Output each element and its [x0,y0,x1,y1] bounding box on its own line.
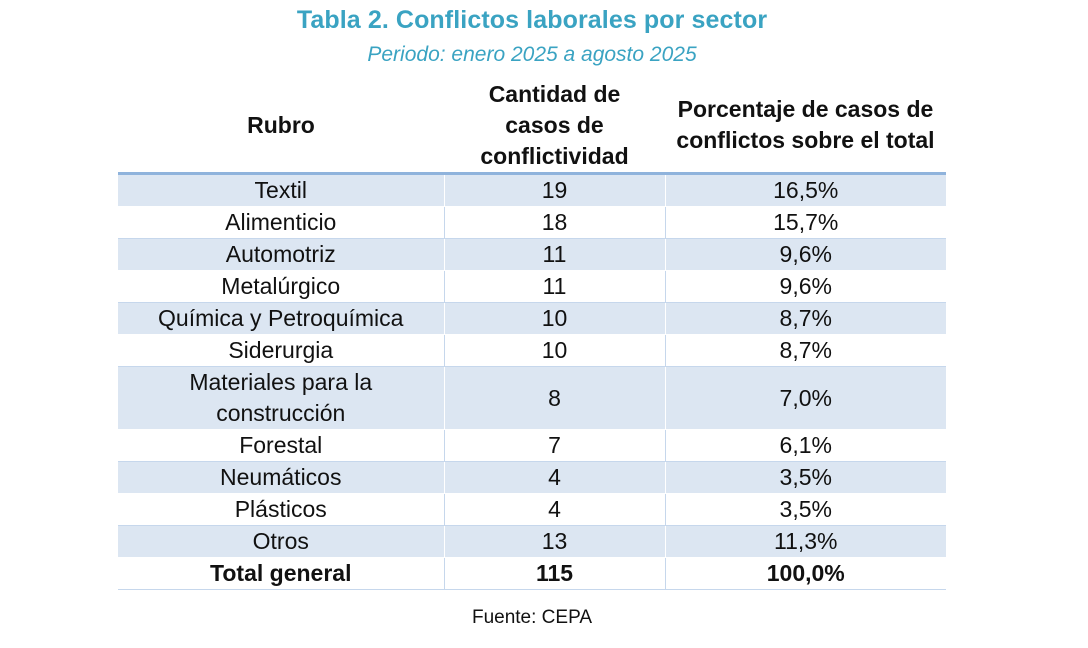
cell-porcentaje: 3,5% [664,461,946,494]
cell-porcentaje: 6,1% [664,429,946,462]
table-row: Metalúrgico 11 9,6% [118,270,946,303]
conflicts-table: Rubro Cantidad de casos de conflictivida… [118,78,946,590]
cell-porcentaje: 3,5% [664,493,946,526]
total-row: Total general 115 100,0% [118,557,946,590]
table-row: Materiales para la construcción 8 7,0% [118,366,946,430]
cell-cantidad: 10 [443,334,665,367]
table-row: Química y Petroquímica 10 8,7% [118,302,946,335]
cell-rubro: Química y Petroquímica [118,302,444,335]
cell-rubro: Metalúrgico [118,270,444,303]
cell-rubro: Siderurgia [118,334,444,367]
table-row: Siderurgia 10 8,7% [118,334,946,367]
table-row: Alimenticio 18 15,7% [118,206,946,239]
total-label: Total general [118,557,444,590]
table-row: Plásticos 4 3,5% [118,493,946,526]
cell-cantidad: 4 [443,461,665,494]
table-subtitle: Periodo: enero 2025 a agosto 2025 [367,43,697,66]
total-porcentaje: 100,0% [664,557,946,590]
cell-cantidad: 7 [443,429,665,462]
cell-porcentaje: 11,3% [664,525,946,558]
cell-rubro: Otros [118,525,444,558]
header-porcentaje: Porcentaje de casos de conflictos sobre … [665,78,946,175]
cell-porcentaje: 9,6% [664,238,946,271]
cell-porcentaje: 9,6% [664,270,946,303]
cell-cantidad: 13 [443,525,665,558]
table-row: Automotriz 11 9,6% [118,238,946,271]
cell-cantidad: 4 [443,493,665,526]
table-header-row: Rubro Cantidad de casos de conflictivida… [118,78,946,175]
cell-rubro: Forestal [118,429,444,462]
cell-porcentaje: 15,7% [664,206,946,239]
cell-cantidad: 19 [443,173,665,207]
header-rubro: Rubro [118,78,444,175]
cell-cantidad: 18 [443,206,665,239]
cell-porcentaje: 8,7% [664,334,946,367]
cell-cantidad: 11 [443,270,665,303]
header-cantidad: Cantidad de casos de conflictividad [444,78,665,175]
cell-porcentaje: 8,7% [664,302,946,335]
cell-porcentaje: 7,0% [664,366,946,430]
cell-porcentaje: 16,5% [664,173,946,207]
cell-rubro: Textil [118,173,444,207]
table-row: Otros 13 11,3% [118,525,946,558]
table-title: Tabla 2. Conflictos laborales por sector [296,6,768,34]
cell-rubro: Neumáticos [118,461,444,494]
cell-rubro: Materiales para la construcción [118,366,444,430]
cell-rubro: Alimenticio [118,206,444,239]
cell-cantidad: 11 [443,238,665,271]
cell-rubro: Plásticos [118,493,444,526]
cell-rubro: Automotriz [118,238,444,271]
table-row: Neumáticos 4 3,5% [118,461,946,494]
table-row: Forestal 7 6,1% [118,429,946,462]
cell-cantidad: 10 [443,302,665,335]
total-cantidad: 115 [443,557,665,590]
source-note: Fuente: CEPA [471,607,593,628]
table-row: Textil 19 16,5% [118,173,946,207]
cell-cantidad: 8 [443,366,665,430]
